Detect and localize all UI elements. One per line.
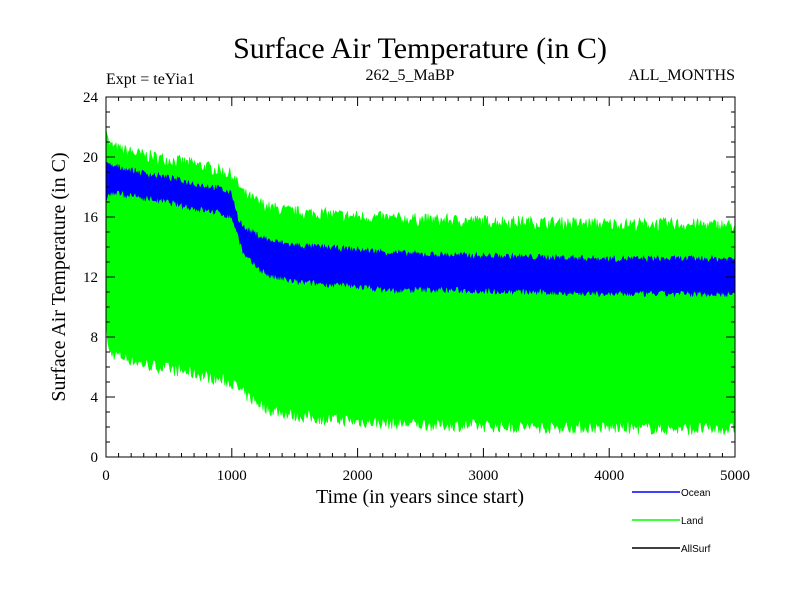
y-tick-label: 12	[83, 270, 98, 286]
legend: Ocean Land AllSurf	[632, 488, 711, 555]
x-tick-label: 1000	[217, 468, 247, 484]
y-tick-label: 0	[91, 450, 99, 466]
x-tick-label: 3000	[468, 468, 498, 484]
y-tick-label: 20	[83, 150, 98, 166]
months-label: ALL_MONTHS	[628, 67, 735, 84]
x-tick-label: 5000	[720, 468, 750, 484]
x-tick-label: 2000	[343, 468, 373, 484]
legend-label-ocean: Ocean	[681, 488, 710, 499]
plot-area	[105, 129, 736, 436]
y-tick-label: 16	[83, 210, 99, 226]
y-tick-label: 8	[91, 330, 99, 346]
chart-title: Surface Air Temperature (in C)	[233, 32, 607, 65]
x-tick-label: 0	[102, 468, 110, 484]
y-tick-label: 4	[91, 390, 99, 406]
legend-label-allsurf: AllSurf	[681, 544, 711, 555]
y-axis-label: Surface Air Temperature (in C)	[48, 152, 70, 401]
y-tick-label: 24	[83, 90, 99, 106]
period-label: 262_5_MaBP	[366, 67, 455, 84]
axes: 0 1000 2000 3000 4000 5000 0 4 8 12 16 20 24	[83, 90, 750, 484]
x-tick-label: 4000	[594, 468, 624, 484]
experiment-label: Expt = teYia1	[106, 71, 195, 88]
x-axis-label: Time (in years since start)	[316, 486, 524, 508]
legend-label-land: Land	[681, 516, 703, 527]
